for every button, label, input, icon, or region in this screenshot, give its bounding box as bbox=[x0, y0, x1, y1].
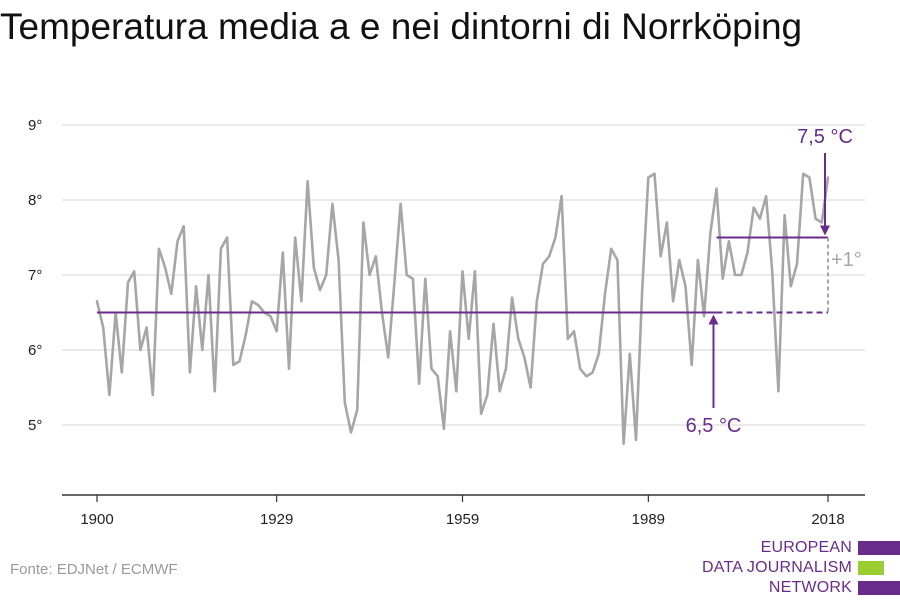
x-tick-label: 1989 bbox=[632, 511, 665, 528]
baseline-value-label: 6,5 °C bbox=[686, 415, 742, 437]
edjnet-logo: EUROPEAN DATA JOURNALISM NETWORK bbox=[700, 538, 900, 598]
reference-lines bbox=[97, 236, 828, 314]
recent-arrow-head bbox=[820, 225, 830, 236]
recent-value-label: 7,5 °C bbox=[797, 126, 853, 148]
axes: 5° 6° 7° 8° 9° 1900 1929 1959 1989 2018 bbox=[28, 117, 865, 528]
logo-line-1: EUROPEAN bbox=[760, 539, 852, 556]
logo-bar-green bbox=[858, 561, 884, 575]
x-tick-label: 1900 bbox=[80, 511, 113, 528]
y-tick-label: 5° bbox=[28, 417, 42, 434]
temperature-series-line bbox=[95, 172, 830, 446]
y-tick-label: 7° bbox=[28, 267, 42, 284]
logo-line-2: DATA JOURNALISM bbox=[702, 559, 852, 576]
x-tick-label: 1929 bbox=[260, 511, 293, 528]
y-tick-label: 8° bbox=[28, 192, 42, 209]
baseline-arrow-head bbox=[708, 314, 719, 325]
logo-line-3: NETWORK bbox=[768, 579, 852, 596]
y-tick-label: 9° bbox=[28, 117, 42, 134]
y-tick-label: 6° bbox=[28, 342, 42, 359]
source-note: Fonte: EDJNet / ECMWF bbox=[10, 561, 178, 578]
logo-bar-purple-bottom bbox=[858, 581, 900, 595]
annotations: +1° 6,5 °C 7,5 °C bbox=[686, 126, 862, 437]
series-layer bbox=[95, 172, 830, 446]
x-tick-label: 2018 bbox=[811, 511, 844, 528]
logo-bar-purple-top bbox=[858, 541, 900, 555]
x-tick-label: 1959 bbox=[446, 511, 479, 528]
difference-label: +1° bbox=[831, 249, 862, 271]
chart-title: Temperatura media a e nei dintorni di No… bbox=[0, 6, 803, 47]
